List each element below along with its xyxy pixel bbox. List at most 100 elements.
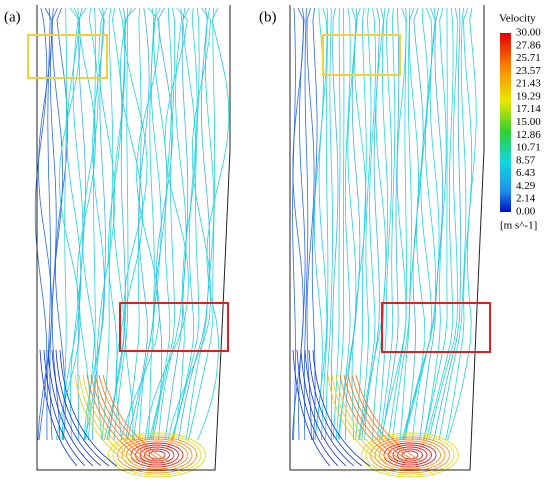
streamline <box>402 7 429 441</box>
streamline <box>335 374 393 463</box>
streamline <box>172 7 197 441</box>
streamline <box>74 374 128 463</box>
streamline <box>312 349 371 467</box>
colorbar-tick-label: 23.57 <box>516 65 541 77</box>
streamline <box>303 7 309 441</box>
vortex-line <box>108 432 206 478</box>
streamline <box>172 7 200 441</box>
highlight-box <box>322 34 401 76</box>
streamline <box>371 7 389 441</box>
streamline <box>327 374 381 463</box>
highlight-box <box>119 302 229 352</box>
streamline <box>86 374 146 463</box>
colorbar <box>500 33 511 212</box>
streamline <box>197 7 230 441</box>
streamline <box>304 349 355 467</box>
colorbar-tick-label: 17.14 <box>516 103 541 115</box>
domain-outline-a <box>36 5 231 471</box>
streamline <box>61 7 67 441</box>
vortex-line <box>365 434 455 476</box>
streamline <box>433 7 462 441</box>
streamline <box>82 7 99 441</box>
vortex-line <box>374 438 446 472</box>
streamline <box>343 374 405 463</box>
colorbar-tick-label: 25.71 <box>516 52 541 64</box>
streamline <box>338 7 357 441</box>
colorbar-tick-label: 4.29 <box>516 180 536 192</box>
streamline <box>171 7 198 441</box>
streamline <box>164 7 189 441</box>
streamline <box>392 7 412 441</box>
streamline <box>438 7 467 441</box>
streamline <box>423 8 448 441</box>
streamline <box>46 7 52 441</box>
streamline <box>321 7 329 441</box>
streamline <box>178 7 211 441</box>
streamline <box>337 7 351 441</box>
panel-label: (b) <box>259 9 277 25</box>
vortex-line <box>401 450 419 460</box>
streamline <box>149 7 173 441</box>
streamline <box>55 7 68 441</box>
vortex-line <box>126 440 188 470</box>
streamline <box>152 7 173 441</box>
streamline <box>447 7 477 441</box>
colorbar-tick-label: 0.00 <box>516 206 536 218</box>
streamline <box>296 349 339 467</box>
highlight-box <box>27 34 108 79</box>
streamline <box>355 374 423 463</box>
colorbar-tick-label: 8.57 <box>516 154 536 166</box>
colorbar-tick-label: 30.00 <box>516 27 541 39</box>
streamline <box>332 7 341 441</box>
streamline <box>90 374 152 463</box>
colorbar-ticks: 30.0027.8625.7123.5721.4319.2917.1415.00… <box>516 27 541 218</box>
colorbar-tick-label: 27.86 <box>516 39 541 51</box>
colorbar-title: Velocity <box>499 13 536 25</box>
streamline <box>106 7 122 441</box>
streamline <box>108 7 126 441</box>
colorbar-tick-label: 15.00 <box>516 116 541 128</box>
streamline <box>101 7 114 441</box>
streamline <box>379 7 396 441</box>
streamline <box>104 7 126 441</box>
streamline <box>292 7 296 441</box>
streamline <box>376 7 393 441</box>
streamline <box>113 7 129 441</box>
streamline <box>291 7 304 441</box>
streamline <box>381 7 400 441</box>
streamline <box>76 7 97 441</box>
streamline <box>331 374 387 463</box>
streamline <box>62 7 82 441</box>
streamline <box>351 7 367 441</box>
streamline <box>306 7 315 441</box>
streamline <box>330 7 339 441</box>
colorbar-tick-label: 19.29 <box>516 90 541 102</box>
highlight-box <box>381 302 491 353</box>
panel-label: (a) <box>4 9 21 25</box>
streamline <box>158 7 187 441</box>
streamline <box>419 7 444 441</box>
streamline <box>138 7 162 441</box>
vortex-line <box>392 446 428 464</box>
vortex-line <box>379 440 441 470</box>
vortex-line <box>361 432 459 478</box>
streamline <box>82 374 140 463</box>
streamline <box>39 349 78 467</box>
streamline <box>51 7 64 441</box>
streamline <box>308 349 363 467</box>
streamline <box>347 374 411 463</box>
streamline <box>55 7 81 441</box>
streamline <box>387 7 407 441</box>
vortex-line <box>130 442 184 468</box>
streamline <box>344 7 361 441</box>
colorbar-tick-label: 10.71 <box>516 142 541 154</box>
streamline <box>335 8 345 441</box>
vortex-line <box>148 450 166 460</box>
colorbar-unit: [m s^-1] <box>500 220 537 232</box>
streamline <box>339 374 399 463</box>
streamline <box>428 7 458 441</box>
streamline <box>102 374 170 463</box>
streamline <box>43 349 86 467</box>
domain-outline-b <box>289 5 485 471</box>
streamline <box>364 7 387 441</box>
